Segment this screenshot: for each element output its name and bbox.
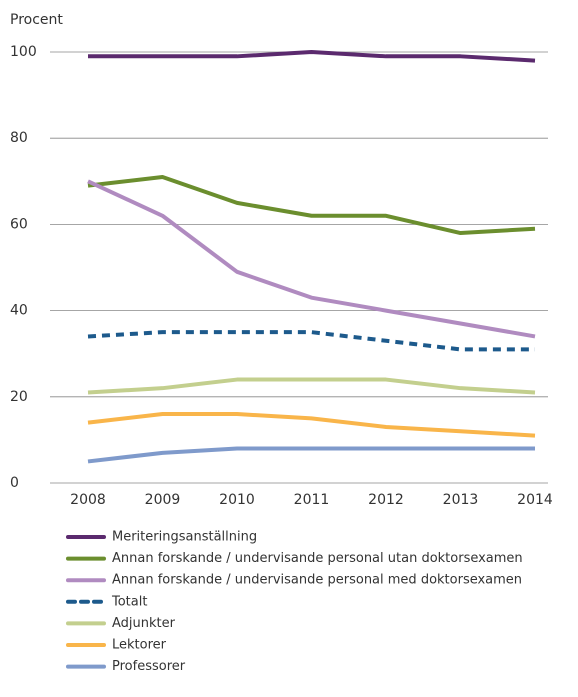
y-axis-label: Procent: [10, 12, 63, 28]
y-tick-label: 100: [10, 44, 37, 60]
series-line: [87, 330, 535, 352]
legend-label: Lektorer: [112, 638, 167, 653]
x-tick-label: 2014: [517, 492, 553, 508]
x-tick-label: 2012: [368, 492, 404, 508]
y-tick-label: 60: [10, 216, 28, 232]
series-line: [87, 174, 536, 236]
x-tick-label: 2009: [145, 492, 181, 508]
series-line: [87, 179, 536, 339]
series-line: [87, 412, 536, 438]
x-tick-label: 2010: [219, 492, 255, 508]
legend-label: Annan forskande / undervisande personal …: [112, 573, 522, 588]
y-tick-label: 80: [10, 130, 28, 146]
legend-label: Annan forskande / undervisande personal …: [112, 551, 523, 566]
series-line: [88, 50, 536, 63]
legend-label: Meriteringsanställning: [112, 530, 257, 545]
legend-label: Adjunkter: [112, 616, 176, 631]
y-tick-label: 40: [10, 303, 28, 319]
series-line: [87, 446, 535, 464]
y-tick-label: 20: [10, 389, 28, 405]
y-tick-label: 0: [10, 475, 19, 491]
x-tick-label: 2008: [70, 492, 106, 508]
legend-label: Totalt: [111, 594, 147, 609]
x-tick-label: 2013: [443, 492, 479, 508]
legend-label: Professorer: [112, 659, 186, 674]
series-line: [87, 377, 536, 395]
x-tick-label: 2011: [294, 492, 330, 508]
